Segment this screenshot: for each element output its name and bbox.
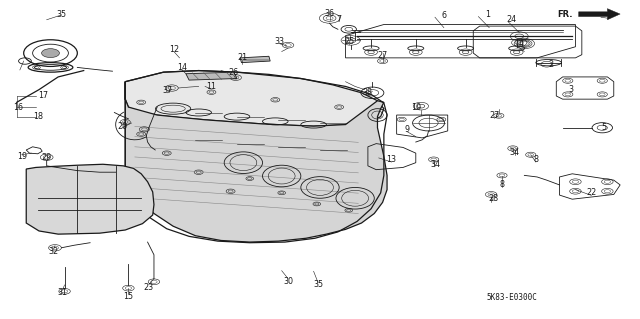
Text: 27: 27 bbox=[489, 111, 499, 120]
Text: 25: 25 bbox=[344, 38, 355, 47]
Circle shape bbox=[42, 49, 60, 57]
Text: 7: 7 bbox=[337, 15, 342, 24]
Text: 15: 15 bbox=[124, 292, 134, 301]
Text: 10: 10 bbox=[412, 103, 421, 112]
Text: 34: 34 bbox=[510, 148, 520, 157]
Text: 27: 27 bbox=[378, 51, 388, 60]
Text: 19: 19 bbox=[17, 152, 27, 161]
Text: 33: 33 bbox=[274, 37, 284, 46]
Polygon shape bbox=[186, 72, 237, 80]
Text: 2: 2 bbox=[548, 60, 554, 69]
Polygon shape bbox=[579, 9, 620, 20]
Text: 37: 37 bbox=[163, 86, 172, 95]
Text: 11: 11 bbox=[207, 82, 216, 91]
Polygon shape bbox=[125, 70, 384, 126]
Text: 23: 23 bbox=[144, 283, 154, 292]
Text: 9: 9 bbox=[405, 125, 410, 134]
Text: 6: 6 bbox=[442, 11, 446, 20]
Polygon shape bbox=[125, 82, 387, 242]
Text: 32: 32 bbox=[49, 247, 59, 256]
Text: 29: 29 bbox=[42, 153, 52, 162]
Text: 12: 12 bbox=[170, 45, 179, 54]
Text: 18: 18 bbox=[33, 112, 44, 121]
Text: 35: 35 bbox=[313, 280, 323, 289]
Text: 5: 5 bbox=[602, 123, 607, 132]
Text: 4: 4 bbox=[518, 39, 524, 48]
Text: 3: 3 bbox=[568, 85, 573, 94]
Text: 31: 31 bbox=[58, 288, 68, 297]
Text: 8: 8 bbox=[533, 155, 538, 164]
Text: 14: 14 bbox=[177, 63, 187, 72]
Text: 22: 22 bbox=[586, 188, 596, 197]
Text: 21: 21 bbox=[237, 53, 247, 62]
Text: 16: 16 bbox=[13, 103, 24, 112]
Text: 28: 28 bbox=[488, 194, 498, 203]
Text: 26: 26 bbox=[228, 68, 239, 77]
Text: 24: 24 bbox=[506, 15, 516, 24]
Text: 35: 35 bbox=[56, 11, 67, 19]
Text: 34: 34 bbox=[430, 160, 440, 169]
Text: 36: 36 bbox=[324, 9, 335, 18]
Text: 17: 17 bbox=[38, 92, 48, 100]
Text: 5K83-E0300C: 5K83-E0300C bbox=[486, 293, 537, 302]
Text: FR.: FR. bbox=[557, 10, 573, 19]
Text: 8: 8 bbox=[499, 181, 504, 189]
Text: 13: 13 bbox=[387, 155, 397, 164]
Text: 30: 30 bbox=[283, 277, 293, 286]
Text: 1: 1 bbox=[486, 11, 490, 19]
Text: 38: 38 bbox=[363, 88, 373, 97]
Polygon shape bbox=[240, 56, 270, 63]
Text: 20: 20 bbox=[117, 122, 127, 131]
Polygon shape bbox=[26, 164, 154, 234]
